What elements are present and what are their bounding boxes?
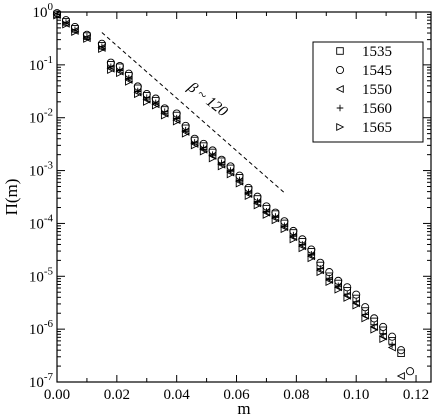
data-point bbox=[361, 303, 370, 312]
data-point bbox=[83, 34, 92, 43]
data-point bbox=[316, 268, 325, 277]
data-point bbox=[217, 162, 226, 171]
data-point bbox=[226, 170, 235, 179]
data-point bbox=[370, 321, 378, 329]
data-point bbox=[379, 322, 388, 332]
x-tick-label: 0.12 bbox=[403, 387, 429, 403]
legend-marker-1545 bbox=[335, 65, 345, 75]
legend-marker-1565 bbox=[336, 122, 345, 132]
data-point bbox=[352, 301, 361, 310]
data-point bbox=[325, 268, 334, 277]
beta-annotation: β ~ 120 bbox=[184, 79, 231, 121]
legend-label-1545: 1545 bbox=[362, 63, 392, 79]
legend-label-1560: 1560 bbox=[362, 101, 392, 117]
data-point bbox=[125, 77, 134, 86]
data-point bbox=[406, 367, 415, 376]
data-point bbox=[181, 129, 190, 138]
legend-label-1550: 1550 bbox=[362, 82, 392, 98]
legend-box bbox=[312, 41, 424, 143]
y-tick-label: 10-6 bbox=[29, 318, 54, 338]
data-point bbox=[289, 235, 298, 244]
data-point bbox=[379, 330, 387, 338]
x-tick-label: 0.02 bbox=[104, 387, 130, 403]
data-point bbox=[116, 69, 125, 78]
y-tick-label: 10-1 bbox=[29, 54, 53, 74]
data-point bbox=[271, 216, 280, 225]
x-tick-label: 0.08 bbox=[283, 387, 309, 403]
data-point bbox=[235, 179, 244, 188]
data-point bbox=[98, 43, 106, 51]
data-point bbox=[71, 27, 80, 36]
data-point bbox=[107, 65, 116, 75]
data-point bbox=[190, 141, 199, 150]
data-point bbox=[388, 332, 397, 341]
data-point bbox=[172, 117, 181, 126]
x-tick-label: 0.00 bbox=[44, 387, 70, 403]
data-point bbox=[325, 277, 334, 287]
data-point bbox=[343, 293, 352, 302]
y-tick-label: 10-2 bbox=[29, 107, 53, 127]
data-point bbox=[396, 371, 405, 381]
data-point bbox=[98, 44, 107, 53]
data-point bbox=[388, 341, 396, 349]
legend-marker-1560 bbox=[336, 104, 344, 112]
data-point bbox=[143, 97, 152, 106]
y-tick-label: 10-5 bbox=[29, 265, 54, 285]
data-point bbox=[173, 114, 180, 122]
data-point bbox=[160, 111, 170, 120]
plot-frame bbox=[56, 11, 432, 383]
legend-label-1565: 1565 bbox=[362, 120, 392, 136]
data-point bbox=[253, 201, 262, 210]
data-point bbox=[199, 147, 208, 156]
x-axis-label: m bbox=[237, 399, 250, 418]
data-point bbox=[208, 154, 217, 163]
y-tick-label: 100 bbox=[33, 1, 54, 21]
data-point bbox=[62, 20, 71, 29]
data-point bbox=[151, 101, 161, 110]
data-point bbox=[352, 290, 361, 299]
data-point bbox=[244, 191, 253, 201]
y-axis-label: Π(m) bbox=[2, 179, 21, 216]
legend: 1535 1545 1550 1560 1565 bbox=[312, 41, 424, 143]
data-point bbox=[397, 346, 406, 355]
data-point bbox=[262, 210, 271, 219]
data-point bbox=[134, 90, 143, 99]
slope-guide-line bbox=[101, 32, 285, 194]
x-tick-label: 0.06 bbox=[223, 387, 250, 403]
x-tick-label: 0.04 bbox=[164, 387, 191, 403]
y-tick-label: 10-3 bbox=[29, 160, 54, 180]
legend-marker-1535 bbox=[336, 47, 344, 55]
data-point bbox=[281, 222, 288, 230]
y-tick-label: 10-7 bbox=[29, 371, 54, 391]
legend-label-1535: 1535 bbox=[362, 44, 392, 60]
axis-ticks: 0.00 0.02 0.04 0.06 0.08 0.10 0.12 100 10-1 10-2 1… bbox=[29, 1, 431, 403]
data-point bbox=[370, 325, 379, 334]
x-tick-label: 0.10 bbox=[343, 387, 369, 403]
data-point bbox=[361, 314, 370, 323]
y-tick-label: 10-4 bbox=[29, 212, 54, 232]
data-point bbox=[397, 349, 405, 357]
data-point bbox=[307, 254, 316, 263]
legend-marker-1550 bbox=[335, 84, 344, 94]
series-1565 bbox=[53, 11, 388, 344]
plot-area bbox=[52, 9, 415, 381]
data-point bbox=[298, 244, 307, 253]
data-point bbox=[379, 335, 388, 344]
data-point bbox=[280, 225, 289, 234]
data-point bbox=[334, 285, 343, 294]
